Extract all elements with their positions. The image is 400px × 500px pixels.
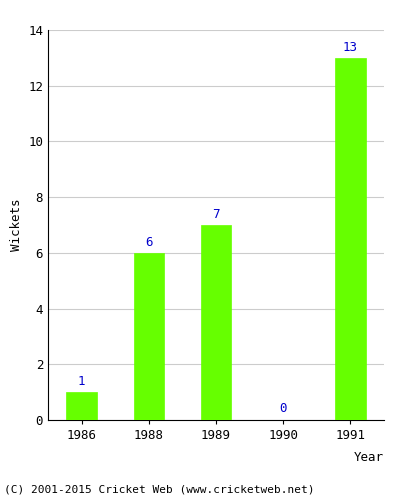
Bar xyxy=(201,225,231,420)
Text: (C) 2001-2015 Cricket Web (www.cricketweb.net): (C) 2001-2015 Cricket Web (www.cricketwe… xyxy=(4,485,314,495)
Text: Year: Year xyxy=(354,451,384,464)
Text: 1: 1 xyxy=(78,375,85,388)
Text: 13: 13 xyxy=(343,40,358,54)
Text: 0: 0 xyxy=(280,402,287,415)
Text: 7: 7 xyxy=(212,208,220,221)
Text: 6: 6 xyxy=(145,236,152,248)
Bar xyxy=(66,392,97,420)
Bar xyxy=(134,253,164,420)
Bar xyxy=(335,58,366,420)
Y-axis label: Wickets: Wickets xyxy=(10,198,22,251)
